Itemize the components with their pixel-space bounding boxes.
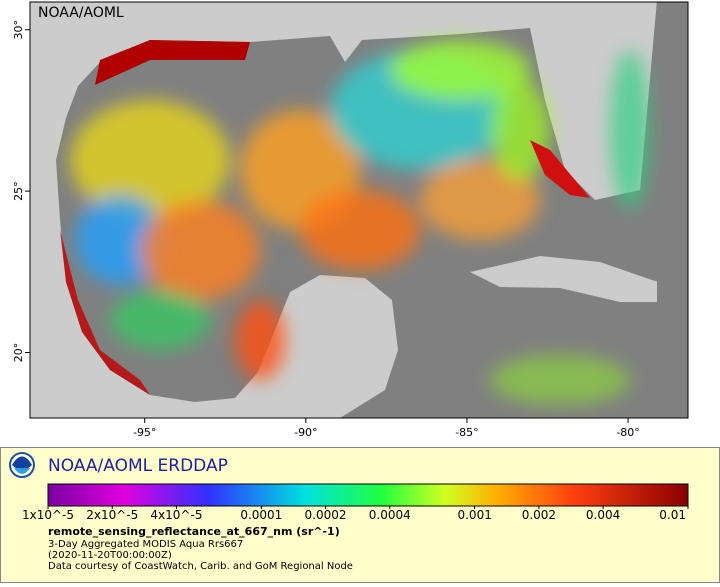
colorbar-tick-label: 0.0001 (240, 508, 282, 522)
colorbar-tick-label: 0.0002 (305, 508, 347, 522)
watermark: NOAA/AOML (38, 5, 124, 21)
y-tick-label: 20° (12, 343, 25, 363)
y-tick-label: 30° (12, 20, 25, 40)
colorbar-tick-label: 0.001 (457, 508, 491, 522)
noaa-logo (9, 452, 35, 478)
coastal-high (530, 140, 590, 198)
map-frame (29, 1, 689, 419)
coastal-high (95, 40, 250, 85)
cuba (470, 256, 688, 302)
legend-panel (0, 447, 720, 583)
axes: -95° -90° -85° -80° 20° 25° 30° (12, 20, 640, 439)
colorbar-tick-label: 2x10^-5 (86, 508, 138, 522)
coastal-high (60, 230, 150, 395)
variable-name: remote_sensing_reflectance_at_667_nm (sr… (48, 525, 340, 538)
map (30, 2, 688, 418)
x-tick-label: -80° (616, 426, 639, 439)
colorbar-tick-label: 0.0004 (369, 508, 411, 522)
x-tick-label: -90° (294, 426, 317, 439)
colorbar-tick-label: 0.01 (659, 508, 686, 522)
colorbar-tick-label: 1x10^-5 (22, 508, 74, 522)
dataset-name: 3-Day Aggregated MODIS Aqua Rrs667 (48, 539, 243, 550)
no-data (657, 2, 688, 418)
x-tick-label: -95° (133, 426, 156, 439)
reflectance-field (70, 40, 650, 405)
credit: Data courtesy of CoastWatch, Carib. and … (48, 561, 353, 572)
colorbar-ticks: 1x10^-5 2x10^-5 4x10^-5 0.0001 0.0002 0.0004 0… (22, 506, 689, 522)
time-label: (2020-11-20T00:00:00Z) (48, 550, 172, 561)
colorbar-tick-label: 0.002 (522, 508, 556, 522)
colorbar (47, 483, 689, 507)
colorbar-tick-label: 0.004 (586, 508, 620, 522)
legend-title: NOAA/AOML ERDDAP (48, 456, 228, 476)
colorbar-tick-label: 4x10^-5 (150, 508, 202, 522)
x-tick-label: -85° (455, 426, 478, 439)
y-tick-label: 25° (12, 181, 25, 201)
